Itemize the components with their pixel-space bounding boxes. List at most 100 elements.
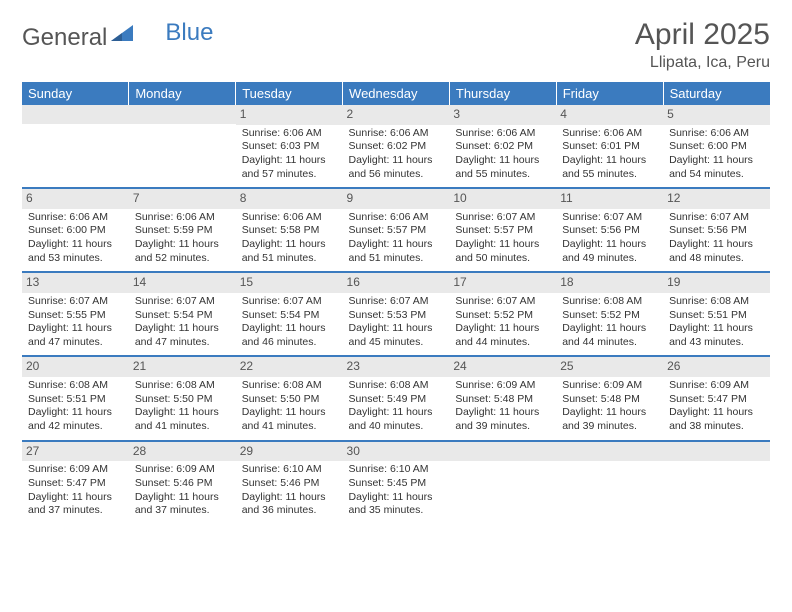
day-cell — [556, 441, 663, 524]
day-cell: 24Sunrise: 6:09 AMSunset: 5:48 PMDayligh… — [449, 356, 556, 440]
sunrise-text: Sunrise: 6:08 AM — [135, 379, 230, 393]
sunrise-text: Sunrise: 6:06 AM — [669, 127, 764, 141]
weekday-thursday: Thursday — [449, 82, 556, 105]
sunset-text: Sunset: 5:47 PM — [28, 477, 123, 491]
day-number: 29 — [236, 442, 343, 462]
day-number: 7 — [129, 189, 236, 209]
day-cell — [22, 105, 129, 188]
weekday-header-row: Sunday Monday Tuesday Wednesday Thursday… — [22, 82, 770, 105]
daylight-text: Daylight: 11 hours and 37 minutes. — [135, 491, 230, 518]
day-info: Sunrise: 6:06 AMSunset: 6:00 PMDaylight:… — [26, 211, 125, 266]
week-row: 6Sunrise: 6:06 AMSunset: 6:00 PMDaylight… — [22, 188, 770, 272]
day-cell: 25Sunrise: 6:09 AMSunset: 5:48 PMDayligh… — [556, 356, 663, 440]
sunrise-text: Sunrise: 6:08 AM — [562, 295, 657, 309]
sunrise-text: Sunrise: 6:06 AM — [562, 127, 657, 141]
day-info: Sunrise: 6:10 AMSunset: 5:45 PMDaylight:… — [347, 463, 446, 518]
sunrise-text: Sunrise: 6:07 AM — [28, 295, 123, 309]
daylight-text: Daylight: 11 hours and 54 minutes. — [669, 154, 764, 181]
day-info: Sunrise: 6:08 AMSunset: 5:50 PMDaylight:… — [133, 379, 232, 434]
logo-text-general: General — [22, 24, 107, 52]
sunrise-text: Sunrise: 6:07 AM — [455, 295, 550, 309]
day-cell — [449, 441, 556, 524]
day-cell: 23Sunrise: 6:08 AMSunset: 5:49 PMDayligh… — [343, 356, 450, 440]
day-cell: 17Sunrise: 6:07 AMSunset: 5:52 PMDayligh… — [449, 272, 556, 356]
day-number: 26 — [663, 357, 770, 377]
day-number: 1 — [236, 105, 343, 125]
day-number: 30 — [343, 442, 450, 462]
day-number: 9 — [343, 189, 450, 209]
sunrise-text: Sunrise: 6:07 AM — [242, 295, 337, 309]
logo-text-blue: Blue — [165, 19, 213, 47]
daylight-text: Daylight: 11 hours and 40 minutes. — [349, 406, 444, 433]
day-info: Sunrise: 6:07 AMSunset: 5:55 PMDaylight:… — [26, 295, 125, 350]
sunrise-text: Sunrise: 6:06 AM — [349, 211, 444, 225]
sunset-text: Sunset: 5:57 PM — [349, 224, 444, 238]
daylight-text: Daylight: 11 hours and 41 minutes. — [135, 406, 230, 433]
sunrise-text: Sunrise: 6:09 AM — [28, 463, 123, 477]
day-number: 6 — [22, 189, 129, 209]
day-cell: 28Sunrise: 6:09 AMSunset: 5:46 PMDayligh… — [129, 441, 236, 524]
month-title: April 2025 — [635, 18, 770, 52]
daylight-text: Daylight: 11 hours and 49 minutes. — [562, 238, 657, 265]
daylight-text: Daylight: 11 hours and 47 minutes. — [135, 322, 230, 349]
day-number: 25 — [556, 357, 663, 377]
day-number: 5 — [663, 105, 770, 125]
day-number: 3 — [449, 105, 556, 125]
day-info: Sunrise: 6:08 AMSunset: 5:52 PMDaylight:… — [560, 295, 659, 350]
weekday-saturday: Saturday — [663, 82, 770, 105]
sunset-text: Sunset: 6:01 PM — [562, 140, 657, 154]
day-number: 24 — [449, 357, 556, 377]
daylight-text: Daylight: 11 hours and 57 minutes. — [242, 154, 337, 181]
day-info: Sunrise: 6:06 AMSunset: 6:02 PMDaylight:… — [453, 127, 552, 182]
day-number: 17 — [449, 273, 556, 293]
daylight-text: Daylight: 11 hours and 42 minutes. — [28, 406, 123, 433]
title-block: April 2025 Llipata, Ica, Peru — [635, 18, 770, 72]
day-info: Sunrise: 6:06 AMSunset: 5:58 PMDaylight:… — [240, 211, 339, 266]
sunset-text: Sunset: 6:03 PM — [242, 140, 337, 154]
sunset-text: Sunset: 5:46 PM — [135, 477, 230, 491]
daylight-text: Daylight: 11 hours and 51 minutes. — [242, 238, 337, 265]
sunrise-text: Sunrise: 6:07 AM — [349, 295, 444, 309]
day-cell: 11Sunrise: 6:07 AMSunset: 5:56 PMDayligh… — [556, 188, 663, 272]
empty-day — [449, 442, 556, 461]
sunrise-text: Sunrise: 6:07 AM — [455, 211, 550, 225]
day-info: Sunrise: 6:08 AMSunset: 5:49 PMDaylight:… — [347, 379, 446, 434]
day-info: Sunrise: 6:09 AMSunset: 5:48 PMDaylight:… — [453, 379, 552, 434]
sunrise-text: Sunrise: 6:06 AM — [28, 211, 123, 225]
sunset-text: Sunset: 5:56 PM — [562, 224, 657, 238]
day-number: 18 — [556, 273, 663, 293]
sunset-text: Sunset: 6:00 PM — [28, 224, 123, 238]
daylight-text: Daylight: 11 hours and 43 minutes. — [669, 322, 764, 349]
day-cell: 19Sunrise: 6:08 AMSunset: 5:51 PMDayligh… — [663, 272, 770, 356]
sunset-text: Sunset: 5:45 PM — [349, 477, 444, 491]
sunset-text: Sunset: 5:57 PM — [455, 224, 550, 238]
week-row: 1Sunrise: 6:06 AMSunset: 6:03 PMDaylight… — [22, 105, 770, 188]
weekday-monday: Monday — [129, 82, 236, 105]
sunset-text: Sunset: 6:02 PM — [455, 140, 550, 154]
day-cell: 15Sunrise: 6:07 AMSunset: 5:54 PMDayligh… — [236, 272, 343, 356]
daylight-text: Daylight: 11 hours and 45 minutes. — [349, 322, 444, 349]
daylight-text: Daylight: 11 hours and 51 minutes. — [349, 238, 444, 265]
location-label: Llipata, Ica, Peru — [635, 54, 770, 72]
day-cell: 22Sunrise: 6:08 AMSunset: 5:50 PMDayligh… — [236, 356, 343, 440]
sunset-text: Sunset: 5:52 PM — [455, 309, 550, 323]
sunset-text: Sunset: 5:50 PM — [242, 393, 337, 407]
empty-day — [22, 105, 129, 124]
day-cell: 4Sunrise: 6:06 AMSunset: 6:01 PMDaylight… — [556, 105, 663, 188]
day-info: Sunrise: 6:08 AMSunset: 5:50 PMDaylight:… — [240, 379, 339, 434]
day-info: Sunrise: 6:09 AMSunset: 5:46 PMDaylight:… — [133, 463, 232, 518]
day-number: 16 — [343, 273, 450, 293]
empty-day — [663, 442, 770, 461]
day-number: 19 — [663, 273, 770, 293]
day-number: 4 — [556, 105, 663, 125]
day-cell: 21Sunrise: 6:08 AMSunset: 5:50 PMDayligh… — [129, 356, 236, 440]
day-cell: 6Sunrise: 6:06 AMSunset: 6:00 PMDaylight… — [22, 188, 129, 272]
day-cell: 9 Sunrise: 6:06 AMSunset: 5:57 PMDaylight… — [343, 188, 450, 272]
day-cell: 20Sunrise: 6:08 AMSunset: 5:51 PMDayligh… — [22, 356, 129, 440]
sunset-text: Sunset: 5:51 PM — [669, 309, 764, 323]
page-header: General Blue April 2025 Llipata, Ica, Pe… — [22, 18, 770, 72]
day-cell: 1Sunrise: 6:06 AMSunset: 6:03 PMDaylight… — [236, 105, 343, 188]
daylight-text: Daylight: 11 hours and 55 minutes. — [455, 154, 550, 181]
day-cell: 16Sunrise: 6:07 AMSunset: 5:53 PMDayligh… — [343, 272, 450, 356]
day-cell: 8Sunrise: 6:06 AMSunset: 5:58 PMDaylight… — [236, 188, 343, 272]
